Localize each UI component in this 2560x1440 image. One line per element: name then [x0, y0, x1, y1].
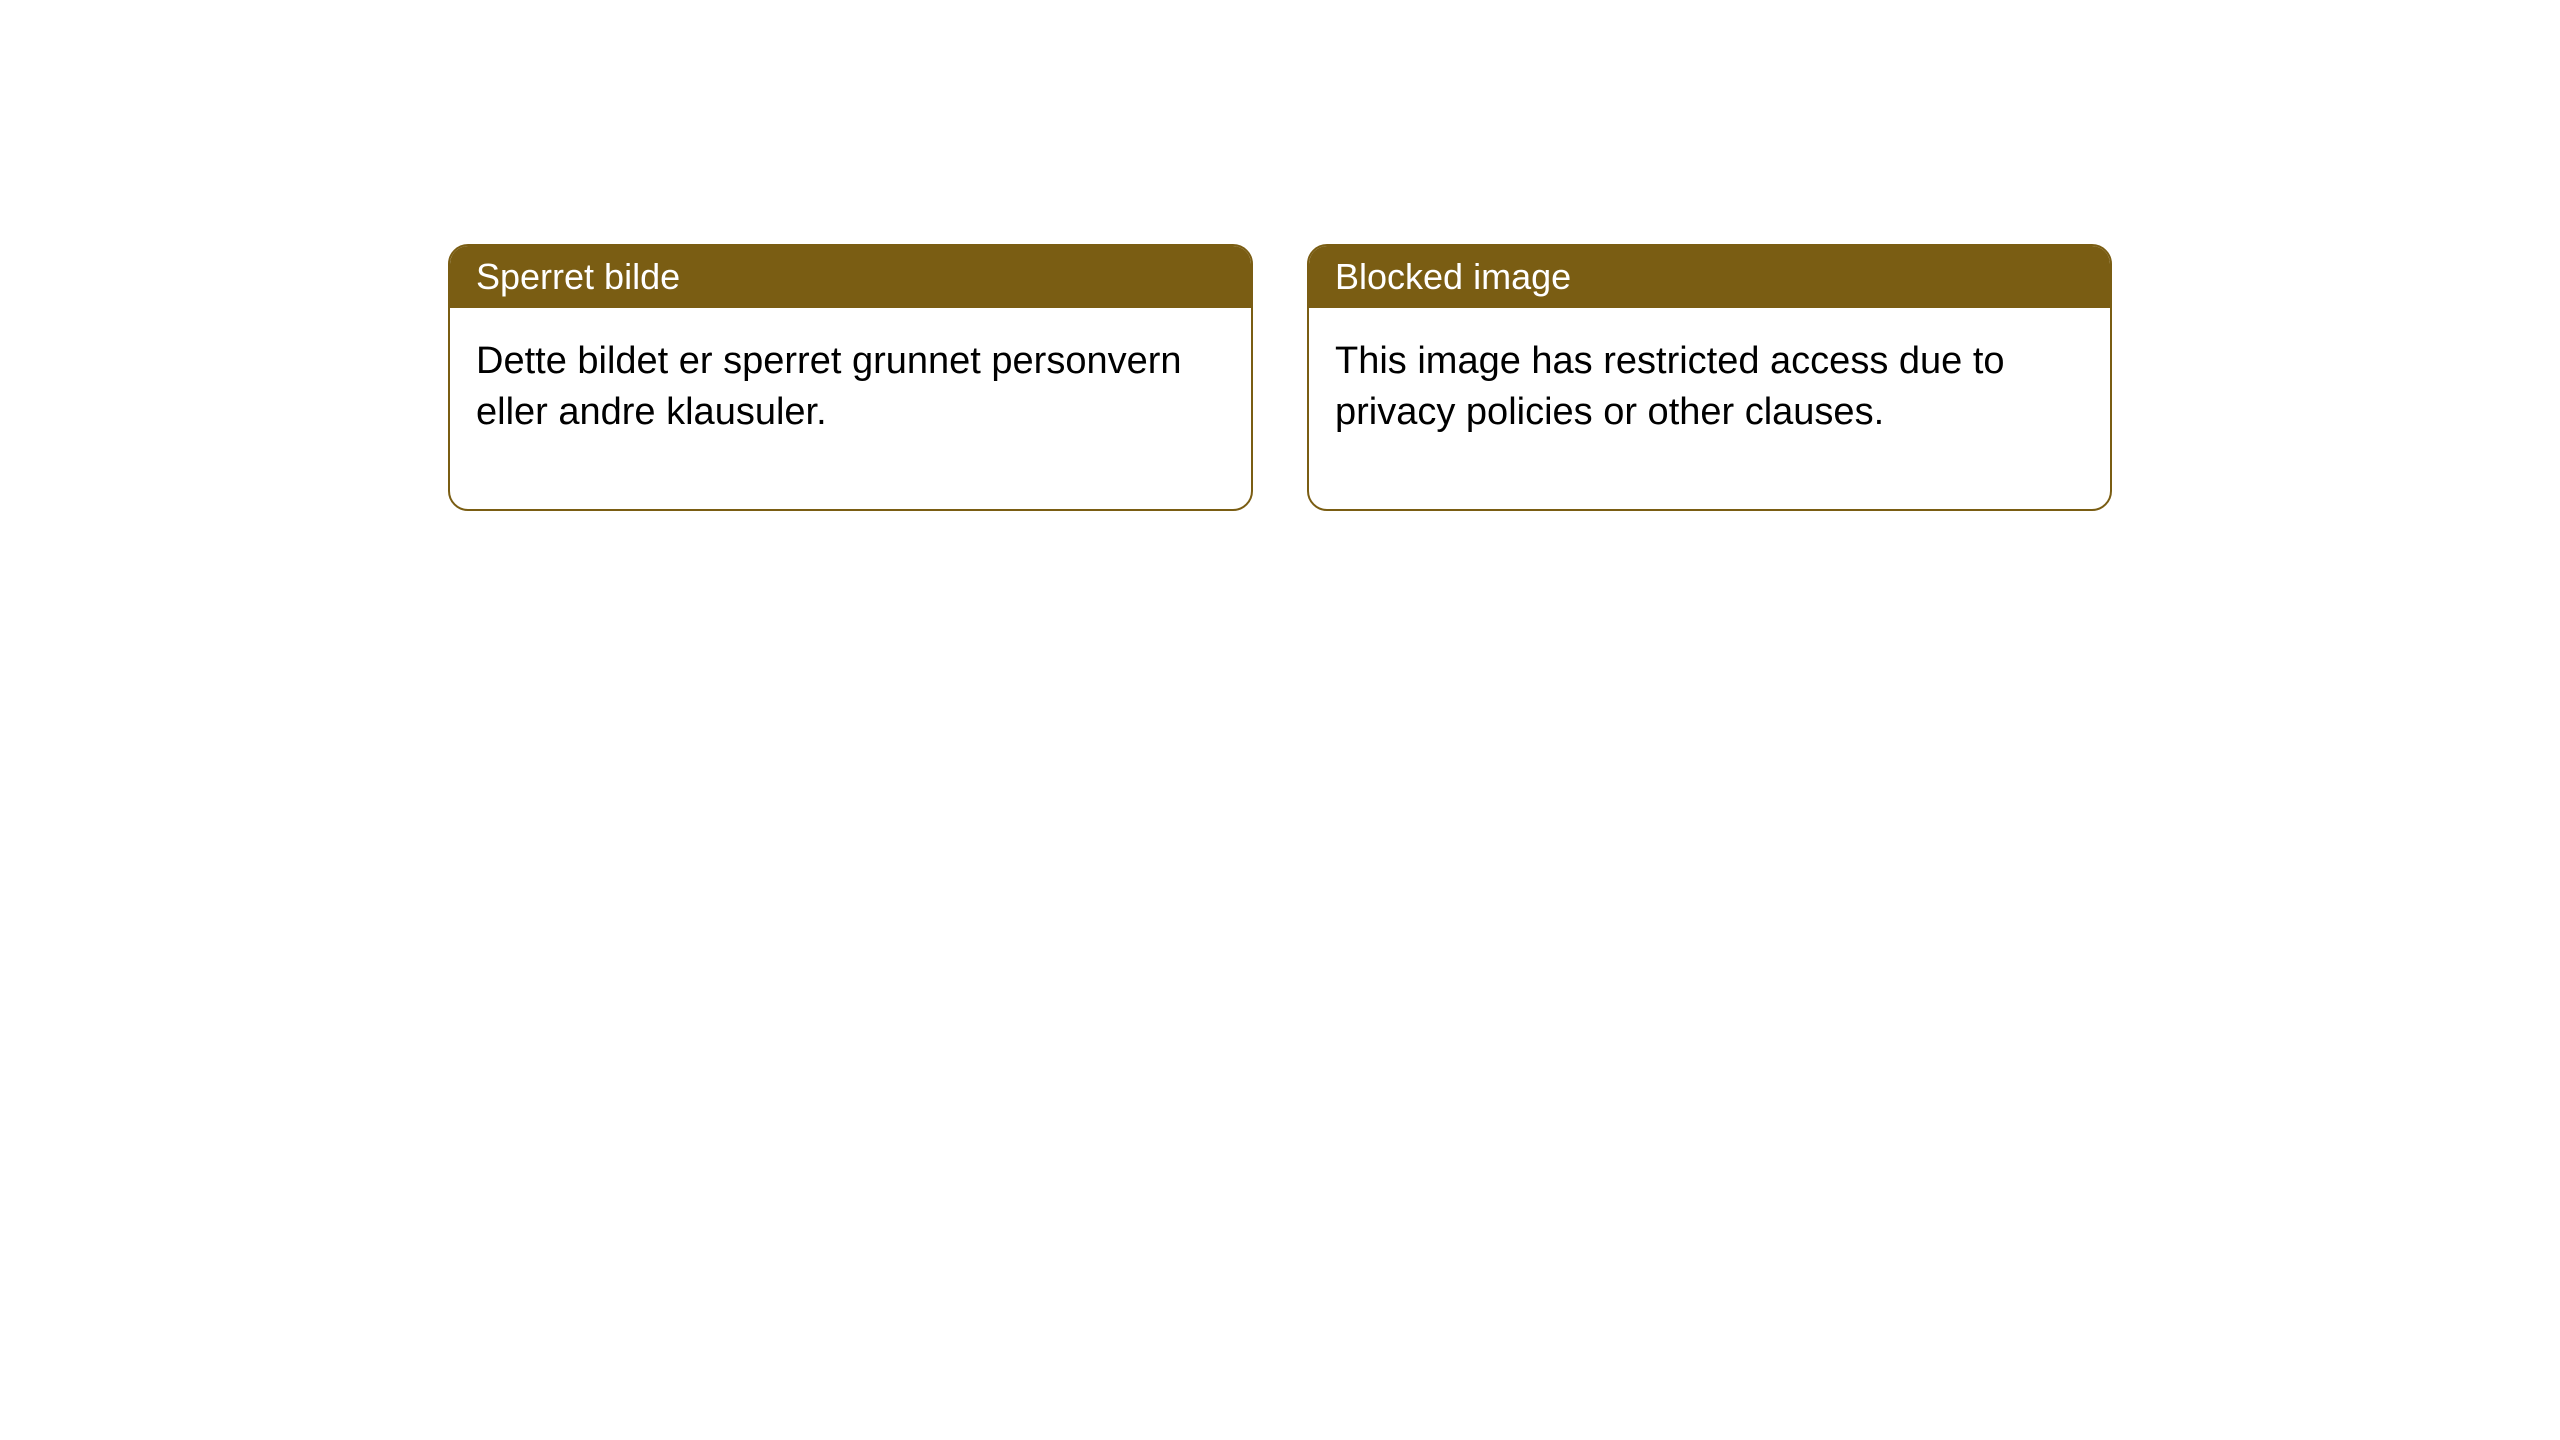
notice-header: Sperret bilde [450, 246, 1251, 308]
notice-body: This image has restricted access due to … [1309, 308, 2110, 509]
notice-body: Dette bildet er sperret grunnet personve… [450, 308, 1251, 509]
notice-card-english: Blocked image This image has restricted … [1307, 244, 2112, 511]
notice-container: Sperret bilde Dette bildet er sperret gr… [448, 244, 2112, 511]
notice-card-norwegian: Sperret bilde Dette bildet er sperret gr… [448, 244, 1253, 511]
notice-header: Blocked image [1309, 246, 2110, 308]
